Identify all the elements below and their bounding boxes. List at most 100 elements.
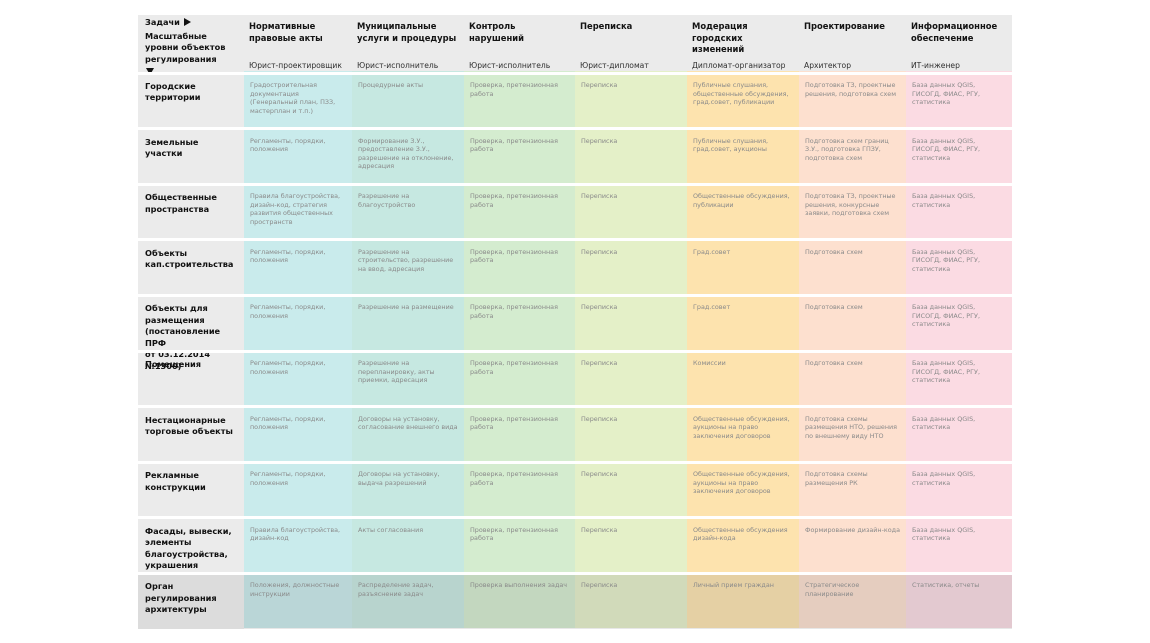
row-divider [687,460,799,464]
matrix-cell: Переписка [581,192,618,201]
matrix-cell: Правила благоустройства, дизайн-код [250,525,341,543]
row-divider [352,571,464,575]
matrix-cell: Град.совет [693,303,731,312]
row-divider [575,293,687,297]
matrix-cell: Подготовка схем [805,303,863,312]
matrix-cell: Переписка [581,136,618,145]
matrix-cell: Проверка, претензионная работа [470,414,558,432]
row-divider [138,71,244,75]
row-divider [906,349,1012,353]
matrix-cell: Проверка, претензионная работа [470,136,558,154]
matrix-cell: Регламенты, порядки, положения [250,303,326,320]
row-divider [906,516,1012,520]
row-divider [352,460,464,464]
column-design: Проектирование Архитектор Подготовка ТЗ, … [799,15,906,629]
column-header: Нормативные правовые акты Юрист-проектиро… [244,15,352,71]
matrix-cell: Договоры на установку, выдача разрешений [358,470,440,487]
row-divider [575,460,687,464]
row-divider [352,293,464,297]
row-divider [799,460,906,464]
column-header: Контроль нарушений Юрист-исполнитель [464,15,575,71]
matrix-cell: Процедурные акты [358,81,424,89]
row-divider [244,293,352,297]
row-divider [244,71,352,75]
row-divider [906,127,1012,131]
row-divider [138,238,244,242]
row-divider [687,293,799,297]
matrix-cell: Разрешение на размещение [358,303,454,312]
row-divider [687,127,799,131]
row-divider [464,293,575,297]
matrix-cell: Комиссии [693,359,726,367]
matrix-cell: Проверка выполнения задач [464,573,575,629]
matrix-cell: Акты согласования [358,525,424,534]
row-divider [575,71,687,75]
row-divider [244,349,352,353]
matrix-cell: Общественные обсуждения дизайн-кода [693,525,788,543]
matrix-cell: Разрешение на строительство, разрешение … [358,247,454,273]
matrix-cell: Договоры на установку, согласование внеш… [358,414,458,432]
matrix-cell: Подготовка схем [805,359,863,367]
matrix-cell: Регламенты, порядки, положения [250,247,326,265]
column-header: Информационное обеспечение ИТ-инженер [906,15,1012,71]
row-divider [244,127,352,131]
row-divider [575,238,687,242]
row-divider [799,238,906,242]
row-divider [906,571,1012,575]
row-divider [687,571,799,575]
matrix-cell: Формирование дизайн-кода [805,525,901,534]
arrow-right-icon [183,18,191,26]
row-divider [575,405,687,409]
matrix-cell: Проверка, претензионная работа [470,247,558,265]
row-divider [464,349,575,353]
matrix-cell: Личный прием граждан [687,573,799,629]
matrix-cell: База данных QGIS, ГИСОГД, ФИАС, РГУ, ста… [912,136,980,162]
matrix-cell: Статистика, отчеты [906,573,1012,629]
row-divider [464,460,575,464]
matrix-cell: Проверка, претензионная работа [470,192,558,209]
row-divider [138,516,244,520]
row-label: Орган регулирования архитектуры [138,573,244,629]
row-divider [138,460,244,464]
column-correspondence: Переписка Юрист-дипломат Переписка Перепис… [575,15,687,629]
row-label: Земельные участки [145,136,199,159]
matrix-cell: Проверка, претензионная работа [470,359,558,376]
matrix-cell: База данных QGIS, статистика [912,470,976,487]
matrix-cell: Подготовка схем [805,247,863,256]
tasks-axis-label: Задачи [145,17,251,27]
row-divider [138,127,244,131]
row-divider [906,238,1012,242]
matrix-cell: Публичные слушания, град.совет, аукционы [693,136,769,154]
row-divider [687,71,799,75]
row-divider [138,571,244,575]
column-header: Переписка Юрист-дипломат [575,15,687,71]
row-divider [575,516,687,520]
column-header: Проектирование Архитектор [799,15,906,71]
row-divider [352,182,464,186]
matrix-cell: Разрешение на благоустройство [358,192,416,209]
matrix-cell: Переписка [581,303,618,312]
column-header: Муниципальные услуги и процедуры Юрист-ис… [352,15,464,71]
row-divider [244,571,352,575]
matrix-cell: Общественные обсуждения, аукционы на пра… [693,414,790,440]
column-legal-acts: Нормативные правовые акты Юрист-проектиро… [244,15,352,629]
row-divider [906,460,1012,464]
column-moderation: Модерация городских изменений Дипломат-ор… [687,15,799,629]
matrix-cell: База данных QGIS, статистика [912,414,976,432]
row-divider [906,293,1012,297]
matrix-cell: Общественные обсуждения, публикации [693,192,790,209]
matrix-cell: Градостроительная документация (Генераль… [250,81,336,115]
matrix-cell: Проверка, претензионная работа [470,470,558,487]
row-divider [352,238,464,242]
row-divider [352,516,464,520]
row-divider [799,349,906,353]
matrix-cell: Подготовка схемы размещения НТО, решения… [805,414,898,440]
matrix-cell: Подготовка схем границ З.У., подготовка … [805,136,889,162]
row-divider [352,349,464,353]
matrix-cell: Регламенты, порядки, положения [250,136,326,154]
row-divider [799,182,906,186]
matrix-cell: Стратегическое планирование [799,573,906,629]
matrix-cell: Положения, должностные инструкции [244,573,352,629]
row-label: Рекламные конструкции [145,470,206,492]
row-label: Нестационарные торговые объекты [145,414,233,437]
